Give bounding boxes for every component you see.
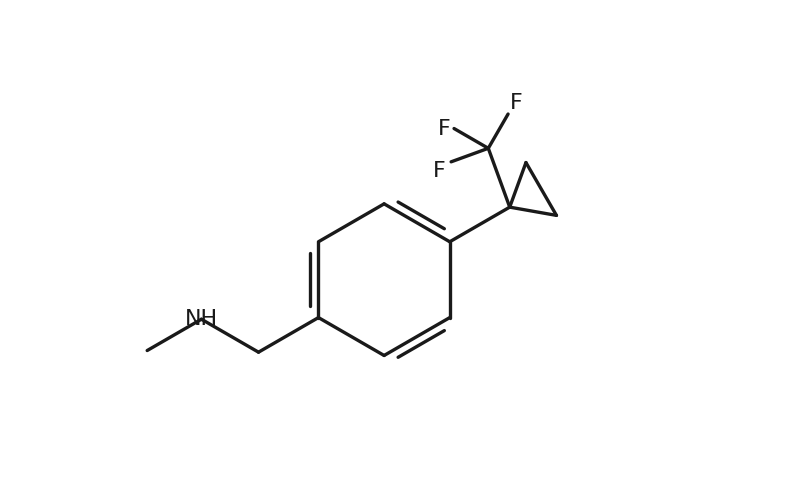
Text: F: F	[438, 118, 451, 139]
Text: F: F	[433, 160, 446, 180]
Text: F: F	[510, 92, 522, 112]
Text: NH: NH	[185, 309, 218, 329]
